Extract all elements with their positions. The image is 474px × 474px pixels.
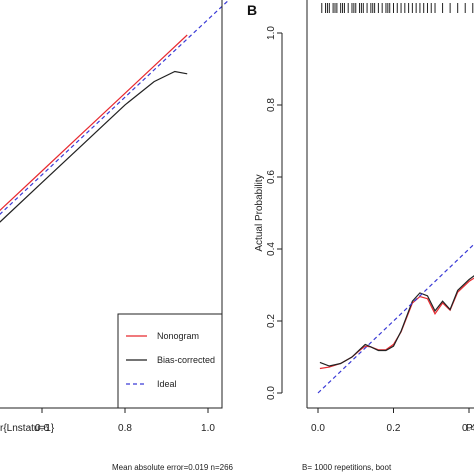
panel-b-calibration-plot: B 0.0 0.2 0.4 0.6 0.8 1.0 0.0 0.2 0.4 Actual Pr… xyxy=(247,0,474,472)
panel-a-series-bias-corrected xyxy=(0,70,188,223)
panel-a-footer-mae: Mean absolute error=0.019 n=266 xyxy=(112,463,234,472)
panel-b-y-tick-label: 0.2 xyxy=(266,314,277,328)
legend-box xyxy=(117,313,223,409)
panel-a-series-nonogram xyxy=(0,34,188,212)
panel-b-x-ticks: 0.0 0.2 0.4 xyxy=(311,408,474,434)
panel-a-series-group xyxy=(0,0,230,223)
legend-label-bias-corrected: Bias-corrected xyxy=(157,355,215,365)
panel-b-series-bias-corrected xyxy=(319,275,474,367)
panel-a-x-tick-label: 0.8 xyxy=(118,423,132,434)
panel-b-letter: B xyxy=(247,2,257,18)
panel-a-x-tick-label: 1.0 xyxy=(201,423,215,434)
panel-a-calibration-plot: 0.6 0.8 1.0 r{Lnstatu=1} Nonogram Bias-cor… xyxy=(0,0,234,472)
panel-b-y-tick-label: 0.6 xyxy=(266,170,277,184)
panel-b-y-tick-label: 0.4 xyxy=(266,242,277,256)
panel-b-series-group xyxy=(317,243,474,394)
panel-a-x-tick-label: 0.6 xyxy=(35,423,49,434)
panel-a-x-ticks: 0.6 0.8 1.0 xyxy=(35,408,215,434)
panel-b-footer-repetitions: B= 1000 repetitions, boot xyxy=(302,463,392,472)
panel-b-x-tick-label: 0.0 xyxy=(311,423,325,434)
panel-b-y-tick-label: 1.0 xyxy=(266,26,277,40)
panel-a-x-axis-label: r{Lnstatu=1} xyxy=(0,423,55,434)
panel-b-y-tick-label: 0.0 xyxy=(266,386,277,400)
panel-b-y-ticks: 0.0 0.2 0.4 0.6 0.8 1.0 xyxy=(266,26,282,400)
panel-b-x-axis-label: P xyxy=(466,423,473,434)
legend-label-ideal: Ideal xyxy=(157,379,177,389)
panel-b-y-axis-label: Actual Probability xyxy=(254,174,265,251)
panel-b-x-tick-label: 0.2 xyxy=(387,423,401,434)
panel-b-series-ideal xyxy=(317,243,474,394)
panel-b-x-tick-label: 0.4 xyxy=(462,423,474,434)
panel-a-legend: Nonogram Bias-corrected Ideal xyxy=(117,313,223,409)
panel-b-y-tick-label: 0.8 xyxy=(266,98,277,112)
panel-b-series-nonogram xyxy=(319,277,474,370)
panel-a-series-ideal xyxy=(0,0,230,215)
legend-label-nonogram: Nonogram xyxy=(157,331,199,341)
panel-b-rug-ticks xyxy=(321,3,474,13)
